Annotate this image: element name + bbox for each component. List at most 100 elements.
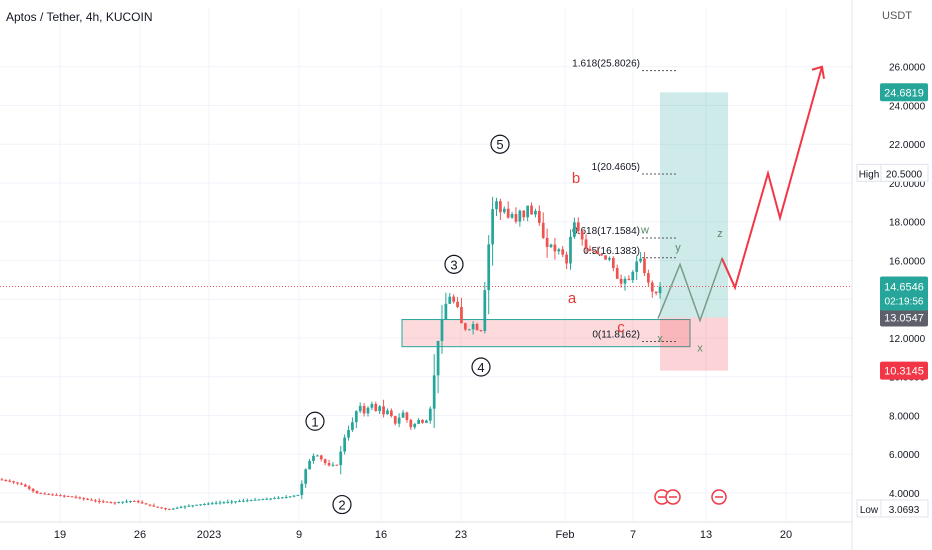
candle (483, 281, 487, 334)
candle (144, 502, 148, 505)
candle (608, 256, 611, 262)
candle-body (596, 251, 600, 255)
candle-body (105, 501, 109, 503)
wave-label-circle (490, 134, 510, 154)
candle-body (316, 455, 319, 457)
candle-body (245, 500, 249, 502)
candle (421, 419, 424, 424)
candle-body (132, 500, 136, 502)
candle-body (452, 296, 456, 302)
candle-body (203, 503, 206, 505)
candle (62, 494, 66, 498)
candle-body (257, 499, 261, 501)
candle (413, 423, 417, 430)
candle-body (366, 407, 370, 414)
price-axis-tick: 16.0000 (889, 256, 926, 267)
price-tag-text: 13.0547 (884, 313, 924, 325)
candle (386, 408, 389, 415)
candle-body (393, 416, 397, 424)
candle (74, 495, 78, 499)
candle (619, 274, 623, 288)
candle-body (335, 464, 339, 466)
candle-body (288, 496, 292, 498)
candle-body (347, 430, 350, 438)
candle-body (448, 296, 452, 304)
candle-body (401, 412, 405, 418)
candle (627, 275, 631, 281)
wxyz-label-x: x (697, 343, 703, 355)
candle (249, 499, 253, 502)
candle-body (444, 303, 448, 320)
price-tag-text: 24.6819 (884, 87, 924, 99)
price-axis-tick: 26.0000 (889, 63, 926, 74)
price-tag: 24.6819 (880, 83, 928, 102)
candle-body (121, 501, 125, 503)
price-axis-tick: 22.0000 (889, 140, 926, 151)
candle-body (125, 501, 128, 503)
candle-body (179, 506, 183, 508)
candle (553, 237, 557, 260)
currency-label: USDT (882, 10, 912, 22)
candle (639, 252, 642, 264)
event-icon (711, 489, 727, 505)
candle (280, 496, 284, 499)
candle (417, 418, 420, 425)
chart-title: Aptos / Tether, 4h, KUCOIN (6, 10, 153, 24)
candle (257, 499, 261, 501)
candle (565, 251, 568, 270)
candle (214, 500, 218, 505)
candle-body (354, 411, 358, 423)
candle (316, 454, 319, 457)
candle (623, 276, 627, 291)
candle-body (117, 502, 121, 504)
candle (101, 499, 105, 504)
time-axis-tick: 26 (134, 529, 146, 541)
candle (58, 493, 62, 497)
candle (366, 406, 370, 417)
candle (31, 488, 35, 493)
candle (561, 245, 565, 258)
candle (456, 297, 459, 309)
candle (335, 464, 339, 466)
candle-body (576, 222, 580, 231)
candle (109, 501, 113, 504)
candle (140, 500, 144, 504)
current-price-value: 14.6546 (884, 282, 924, 294)
candle (530, 202, 533, 215)
projection-arrowhead (811, 65, 825, 79)
price-axis-tick: 18.0000 (889, 218, 926, 229)
wave-label-text: 4 (477, 360, 484, 375)
candle-body (654, 291, 658, 294)
fib-level-label: 0.618(17.1584) (572, 226, 640, 237)
candle (296, 494, 300, 496)
candle-body (304, 469, 308, 484)
candle (588, 245, 592, 252)
candle-body (39, 493, 43, 495)
candle-body (370, 403, 374, 408)
correction-label-a: a (568, 290, 577, 307)
candle (242, 498, 245, 503)
candle (94, 498, 97, 503)
candle (592, 250, 596, 254)
candle-body (144, 503, 148, 505)
candle-body (386, 410, 389, 415)
candle-body (362, 406, 366, 414)
candle-body (413, 423, 417, 428)
long-position-stop-zone (660, 317, 728, 371)
candle (47, 493, 51, 495)
candle-body (526, 205, 530, 218)
candle-body (580, 230, 584, 240)
wave-label-circle (332, 494, 352, 515)
candle (545, 228, 549, 258)
candle (604, 255, 607, 260)
candle-body (534, 210, 537, 215)
candle-body (27, 486, 31, 489)
candle (374, 401, 378, 412)
candle (506, 201, 510, 219)
candle-body (140, 502, 144, 504)
candle-body (432, 375, 436, 409)
candle-body (440, 319, 444, 341)
candle (164, 507, 167, 511)
